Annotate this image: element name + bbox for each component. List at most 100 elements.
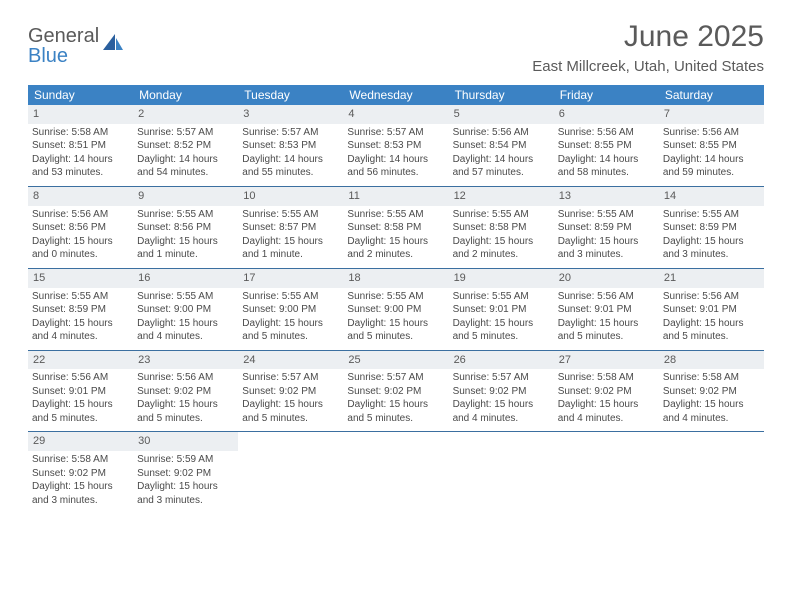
sunrise-line: Sunrise: 5:56 AM	[558, 126, 655, 140]
sunset-line: Sunset: 9:01 PM	[663, 303, 760, 317]
day-cell: 9Sunrise: 5:55 AMSunset: 8:56 PMDaylight…	[133, 187, 238, 268]
daylight-line: Daylight: 15 hours and 3 minutes.	[558, 235, 655, 262]
sunset-line: Sunset: 8:58 PM	[453, 221, 550, 235]
sunset-line: Sunset: 9:01 PM	[32, 385, 129, 399]
sunset-line: Sunset: 8:53 PM	[242, 139, 339, 153]
weekday-col: Friday	[554, 85, 659, 105]
sunset-line: Sunset: 9:02 PM	[453, 385, 550, 399]
sunrise-line: Sunrise: 5:56 AM	[453, 126, 550, 140]
daylight-line: Daylight: 14 hours and 54 minutes.	[137, 153, 234, 180]
daylight-line: Daylight: 15 hours and 2 minutes.	[453, 235, 550, 262]
daylight-line: Daylight: 14 hours and 58 minutes.	[558, 153, 655, 180]
daylight-line: Daylight: 15 hours and 3 minutes.	[137, 480, 234, 507]
day-cell: 1Sunrise: 5:58 AMSunset: 8:51 PMDaylight…	[28, 105, 133, 186]
brand-top: General	[28, 26, 99, 46]
day-number: 26	[449, 351, 554, 370]
daylight-line: Daylight: 15 hours and 4 minutes.	[453, 398, 550, 425]
day-cell: 24Sunrise: 5:57 AMSunset: 9:02 PMDayligh…	[238, 351, 343, 432]
sunset-line: Sunset: 8:53 PM	[347, 139, 444, 153]
day-number: 30	[133, 432, 238, 451]
weeks-container: 1Sunrise: 5:58 AMSunset: 8:51 PMDaylight…	[28, 105, 764, 513]
sunset-line: Sunset: 8:55 PM	[558, 139, 655, 153]
day-number: 17	[238, 269, 343, 288]
sunset-line: Sunset: 8:54 PM	[453, 139, 550, 153]
blank-cell	[449, 432, 554, 513]
sunset-line: Sunset: 9:02 PM	[558, 385, 655, 399]
brand-bottom: Blue	[28, 46, 99, 66]
day-number: 3	[238, 105, 343, 124]
sunrise-line: Sunrise: 5:56 AM	[663, 290, 760, 304]
day-cell: 16Sunrise: 5:55 AMSunset: 9:00 PMDayligh…	[133, 269, 238, 350]
day-cell: 2Sunrise: 5:57 AMSunset: 8:52 PMDaylight…	[133, 105, 238, 186]
brand-logo: General Blue	[28, 26, 125, 66]
day-number: 21	[659, 269, 764, 288]
daylight-line: Daylight: 15 hours and 1 minute.	[137, 235, 234, 262]
weekday-col: Tuesday	[238, 85, 343, 105]
weekday-col: Thursday	[449, 85, 554, 105]
day-number: 4	[343, 105, 448, 124]
daylight-line: Daylight: 15 hours and 5 minutes.	[453, 317, 550, 344]
daylight-line: Daylight: 14 hours and 53 minutes.	[32, 153, 129, 180]
daylight-line: Daylight: 15 hours and 5 minutes.	[347, 317, 444, 344]
daylight-line: Daylight: 15 hours and 4 minutes.	[32, 317, 129, 344]
daylight-line: Daylight: 15 hours and 4 minutes.	[663, 398, 760, 425]
brand-text: General Blue	[28, 26, 99, 66]
day-number: 23	[133, 351, 238, 370]
day-number: 16	[133, 269, 238, 288]
daylight-line: Daylight: 15 hours and 5 minutes.	[242, 317, 339, 344]
daylight-line: Daylight: 15 hours and 3 minutes.	[663, 235, 760, 262]
sunset-line: Sunset: 8:59 PM	[663, 221, 760, 235]
sunrise-line: Sunrise: 5:55 AM	[32, 290, 129, 304]
sunset-line: Sunset: 8:55 PM	[663, 139, 760, 153]
day-number: 28	[659, 351, 764, 370]
sunset-line: Sunset: 8:58 PM	[347, 221, 444, 235]
day-cell: 17Sunrise: 5:55 AMSunset: 9:00 PMDayligh…	[238, 269, 343, 350]
sunrise-line: Sunrise: 5:56 AM	[558, 290, 655, 304]
sunset-line: Sunset: 8:51 PM	[32, 139, 129, 153]
daylight-line: Daylight: 15 hours and 4 minutes.	[558, 398, 655, 425]
blank-cell	[238, 432, 343, 513]
day-cell: 5Sunrise: 5:56 AMSunset: 8:54 PMDaylight…	[449, 105, 554, 186]
day-number: 1	[28, 105, 133, 124]
daylight-line: Daylight: 15 hours and 5 minutes.	[347, 398, 444, 425]
week-row: 29Sunrise: 5:58 AMSunset: 9:02 PMDayligh…	[28, 431, 764, 513]
sunrise-line: Sunrise: 5:58 AM	[663, 371, 760, 385]
day-cell: 4Sunrise: 5:57 AMSunset: 8:53 PMDaylight…	[343, 105, 448, 186]
day-number: 18	[343, 269, 448, 288]
weekday-col: Saturday	[659, 85, 764, 105]
sunrise-line: Sunrise: 5:55 AM	[347, 290, 444, 304]
daylight-line: Daylight: 15 hours and 3 minutes.	[32, 480, 129, 507]
sunset-line: Sunset: 9:01 PM	[558, 303, 655, 317]
sunset-line: Sunset: 9:02 PM	[137, 467, 234, 481]
day-number: 20	[554, 269, 659, 288]
daylight-line: Daylight: 14 hours and 55 minutes.	[242, 153, 339, 180]
daylight-line: Daylight: 15 hours and 0 minutes.	[32, 235, 129, 262]
day-number: 22	[28, 351, 133, 370]
day-cell: 12Sunrise: 5:55 AMSunset: 8:58 PMDayligh…	[449, 187, 554, 268]
day-cell: 14Sunrise: 5:55 AMSunset: 8:59 PMDayligh…	[659, 187, 764, 268]
day-number: 9	[133, 187, 238, 206]
daylight-line: Daylight: 15 hours and 4 minutes.	[137, 317, 234, 344]
sunrise-line: Sunrise: 5:56 AM	[32, 371, 129, 385]
day-number: 27	[554, 351, 659, 370]
sail-icon	[101, 32, 125, 57]
sunrise-line: Sunrise: 5:55 AM	[453, 208, 550, 222]
day-cell: 22Sunrise: 5:56 AMSunset: 9:01 PMDayligh…	[28, 351, 133, 432]
day-cell: 10Sunrise: 5:55 AMSunset: 8:57 PMDayligh…	[238, 187, 343, 268]
blank-cell	[659, 432, 764, 513]
sunset-line: Sunset: 9:02 PM	[663, 385, 760, 399]
day-cell: 6Sunrise: 5:56 AMSunset: 8:55 PMDaylight…	[554, 105, 659, 186]
day-number: 13	[554, 187, 659, 206]
daylight-line: Daylight: 15 hours and 5 minutes.	[558, 317, 655, 344]
sunrise-line: Sunrise: 5:55 AM	[137, 208, 234, 222]
day-number: 14	[659, 187, 764, 206]
sunrise-line: Sunrise: 5:55 AM	[558, 208, 655, 222]
sunrise-line: Sunrise: 5:56 AM	[32, 208, 129, 222]
page-title: June 2025	[532, 20, 764, 54]
day-cell: 15Sunrise: 5:55 AMSunset: 8:59 PMDayligh…	[28, 269, 133, 350]
calendar-grid: SundayMondayTuesdayWednesdayThursdayFrid…	[28, 85, 764, 513]
sunset-line: Sunset: 9:02 PM	[137, 385, 234, 399]
sunset-line: Sunset: 9:00 PM	[347, 303, 444, 317]
daylight-line: Daylight: 15 hours and 2 minutes.	[347, 235, 444, 262]
sunrise-line: Sunrise: 5:57 AM	[453, 371, 550, 385]
